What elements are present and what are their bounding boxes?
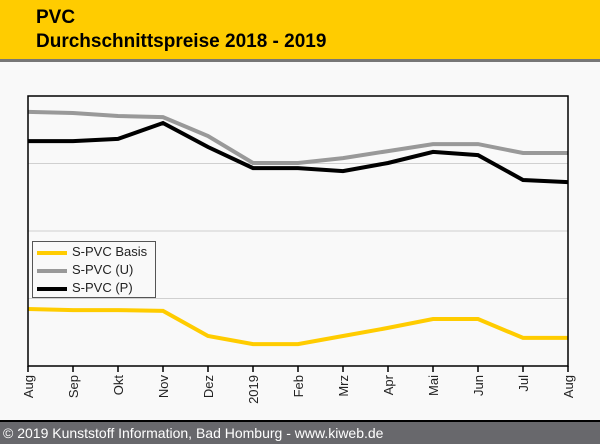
x-tick-label: Jun (471, 375, 486, 396)
legend-item-u: S-PVC (U) (35, 261, 155, 279)
copyright-text: © 2019 Kunststoff Information, Bad Hombu… (3, 425, 384, 441)
x-tick-label: Apr (381, 374, 396, 395)
series-lines (27, 109, 569, 347)
footer: © 2019 Kunststoff Information, Bad Hombu… (0, 420, 600, 444)
chart-header: PVC Durchschnittspreise 2018 - 2019 (0, 0, 600, 62)
x-axis-ticks (27, 366, 569, 372)
x-tick-label: Aug (21, 375, 36, 398)
x-axis-tick-labels: Aug Sep Okt Nov Dez 2019 Feb Mrz Apr Mai Jun Jul Aug (21, 374, 576, 404)
legend-swatch-p (37, 287, 67, 291)
chart-title: PVC (36, 7, 76, 28)
x-tick-label: 2019 (246, 375, 261, 404)
series-line-u (27, 109, 568, 165)
x-tick-label: Nov (156, 375, 171, 399)
x-tick-label: Okt (111, 375, 126, 396)
chart-subtitle: Durchschnittspreise 2018 - 2019 (36, 31, 327, 52)
x-tick-label: Dez (201, 375, 216, 398)
x-tick-label: Aug (561, 375, 576, 398)
legend-swatch-u (37, 269, 67, 273)
legend-swatch-basis (37, 251, 67, 255)
x-tick-label: Feb (291, 375, 306, 397)
legend-item-p: S-PVC (P) (35, 279, 155, 297)
x-tick-label: Mai (426, 375, 441, 396)
series-line-basis (27, 307, 568, 347)
legend-label-basis: S-PVC Basis (72, 244, 148, 259)
x-tick-label: Mrz (336, 375, 351, 397)
legend-label-u: S-PVC (U) (72, 262, 134, 277)
series-line-p (28, 120, 569, 185)
legend-item-basis: S-PVC Basis (35, 243, 155, 261)
x-tick-label: Sep (66, 375, 81, 398)
legend-label-p: S-PVC (P) (72, 280, 133, 295)
x-tick-label: Jul (516, 375, 531, 392)
chart-legend: S-PVC Basis S-PVC (U) S-PVC (P) (32, 241, 156, 298)
